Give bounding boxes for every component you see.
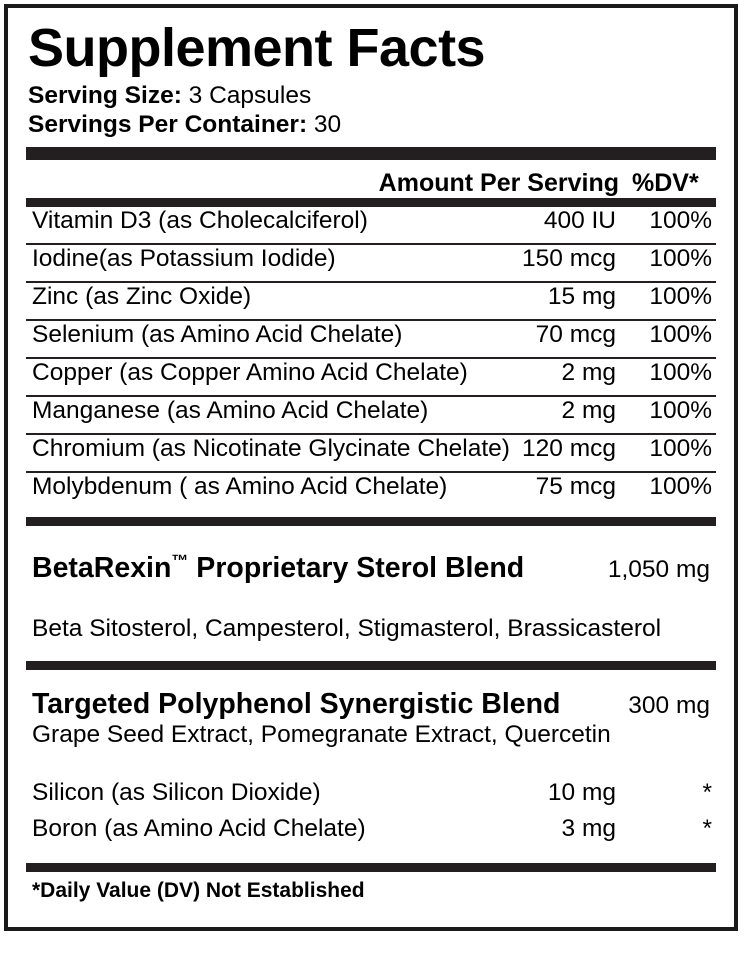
row-divider bbox=[26, 470, 716, 473]
nutrient-dv: 100% bbox=[649, 358, 712, 386]
nutrient-amount: 3 mg bbox=[561, 814, 616, 842]
nutrient-dv: 100% bbox=[649, 472, 712, 500]
column-header-row: Amount Per Serving %DV* bbox=[26, 160, 716, 198]
table-row: Zinc (as Zinc Oxide) 15 mg 100% bbox=[26, 283, 716, 319]
table-row: Chromium (as Nicotinate Glycinate Chelat… bbox=[26, 435, 716, 471]
nutrient-name: Copper (as Copper Amino Acid Chelate) bbox=[32, 358, 468, 386]
amount-per-serving-header: Amount Per Serving bbox=[378, 168, 619, 197]
table-row: Selenium (as Amino Acid Chelate) 70 mcg … bbox=[26, 321, 716, 357]
divider-above-sterol-blend bbox=[26, 516, 716, 526]
row-divider bbox=[26, 280, 716, 283]
table-row: Boron (as Amino Acid Chelate) 3 mg * bbox=[26, 815, 716, 851]
nutrient-amount: 2 mg bbox=[561, 358, 616, 386]
page-title: Supplement Facts bbox=[28, 18, 486, 78]
nutrient-amount: 120 mcg bbox=[522, 434, 616, 462]
nutrient-amount: 400 IU bbox=[543, 206, 616, 234]
nutrient-dv: 100% bbox=[649, 244, 712, 272]
blend-header-polyphenol: Targeted Polyphenol Synergistic Blend 30… bbox=[26, 688, 716, 721]
blend-name-polyphenol: Targeted Polyphenol Synergistic Blend bbox=[32, 687, 561, 720]
nutrient-name: Boron (as Amino Acid Chelate) bbox=[32, 814, 366, 842]
nutrient-dv: 100% bbox=[649, 396, 712, 424]
serving-size-row: Serving Size: 3 Capsules bbox=[28, 82, 716, 111]
table-row: Manganese (as Amino Acid Chelate) 2 mg 1… bbox=[26, 397, 716, 433]
nutrient-amount: 150 mcg bbox=[522, 244, 616, 272]
blend-amount-polyphenol: 300 mg bbox=[628, 691, 710, 719]
table-row: Copper (as Copper Amino Acid Chelate) 2 … bbox=[26, 359, 716, 395]
serving-size-label: Serving Size: bbox=[28, 82, 182, 109]
nutrient-name: Vitamin D3 (as Cholecalciferol) bbox=[32, 206, 368, 234]
daily-value-footnote: *Daily Value (DV) Not Established bbox=[32, 878, 365, 902]
blend-name-sterol: BetaRexin™ Proprietary Sterol Blend bbox=[32, 551, 525, 584]
nutrient-dv: 100% bbox=[649, 282, 712, 310]
divider-thick-top bbox=[26, 146, 716, 160]
row-divider bbox=[26, 432, 716, 435]
blend-amount-sterol: 1,050 mg bbox=[607, 555, 710, 583]
nutrient-dv: * bbox=[702, 814, 712, 842]
divider-above-footnote bbox=[26, 862, 716, 872]
servings-per-container-row: Servings Per Container: 30 bbox=[28, 111, 716, 140]
nutrient-dv: 100% bbox=[649, 206, 712, 234]
servings-per-container-value: 30 bbox=[313, 110, 342, 138]
nutrient-amount: 70 mcg bbox=[535, 320, 616, 348]
servings-per-container-label: Servings Per Container: bbox=[28, 110, 308, 138]
supplement-facts-panel: Supplement Facts Serving Size: 3 Capsule… bbox=[4, 4, 738, 931]
table-row: Silicon (as Silicon Dioxide) 10 mg * bbox=[26, 779, 716, 815]
nutrient-name: Iodine(as Potassium Iodide) bbox=[32, 244, 336, 272]
nutrient-dv: 100% bbox=[649, 434, 712, 462]
row-divider bbox=[26, 242, 716, 245]
nutrient-amount: 10 mg bbox=[547, 778, 616, 806]
divider-above-polyphenol-blend bbox=[26, 660, 716, 670]
trademark-icon: ™ bbox=[171, 551, 189, 571]
nutrient-name: Silicon (as Silicon Dioxide) bbox=[32, 778, 321, 806]
blend-ingredients-polyphenol: Grape Seed Extract, Pomegranate Extract,… bbox=[32, 720, 611, 748]
table-row: Vitamin D3 (as Cholecalciferol) 400 IU 1… bbox=[26, 207, 716, 243]
blend-header-sterol: BetaRexin™ Proprietary Sterol Blend 1,05… bbox=[26, 552, 716, 585]
nutrient-name: Selenium (as Amino Acid Chelate) bbox=[32, 320, 403, 348]
nutrient-dv: * bbox=[702, 778, 712, 806]
row-divider bbox=[26, 356, 716, 359]
nutrient-dv: 100% bbox=[649, 320, 712, 348]
nutrient-amount: 2 mg bbox=[561, 396, 616, 424]
divider-below-column-header bbox=[26, 197, 716, 207]
table-row: Molybdenum ( as Amino Acid Chelate) 75 m… bbox=[26, 473, 716, 509]
serving-size-value: 3 Capsules bbox=[188, 82, 312, 109]
nutrient-name: Zinc (as Zinc Oxide) bbox=[32, 282, 252, 310]
nutrient-amount: 15 mg bbox=[547, 282, 616, 310]
blend-ingredients-sterol: Beta Sitosterol, Campesterol, Stigmaster… bbox=[32, 614, 662, 642]
row-divider bbox=[26, 394, 716, 397]
daily-value-header: %DV* bbox=[632, 168, 699, 197]
nutrient-name: Molybdenum ( as Amino Acid Chelate) bbox=[32, 472, 448, 500]
row-divider bbox=[26, 318, 716, 321]
nutrient-amount: 75 mcg bbox=[535, 472, 616, 500]
nutrient-name: Manganese (as Amino Acid Chelate) bbox=[32, 396, 429, 424]
nutrient-name: Chromium (as Nicotinate Glycinate Chelat… bbox=[32, 434, 510, 462]
table-row: Iodine(as Potassium Iodide) 150 mcg 100% bbox=[26, 245, 716, 281]
